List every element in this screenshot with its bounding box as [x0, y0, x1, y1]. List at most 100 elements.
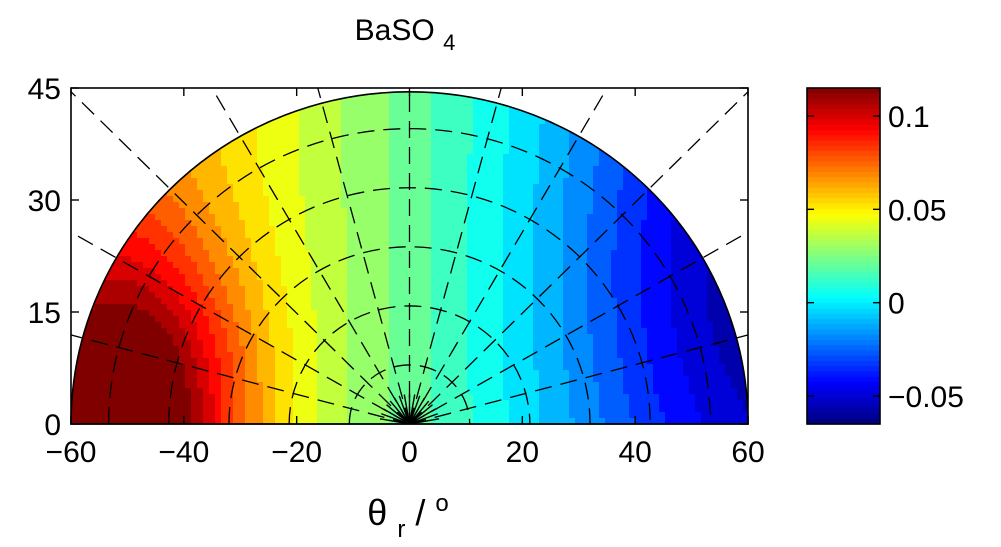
contour-cell — [101, 364, 108, 371]
contour-cell — [203, 268, 210, 275]
contour-cell — [497, 154, 504, 161]
contour-cell — [269, 418, 276, 425]
contour-cell — [95, 214, 102, 221]
contour-cell — [149, 358, 156, 365]
contour-cell — [347, 274, 354, 281]
contour-cell — [551, 154, 558, 161]
contour-cell — [299, 310, 306, 317]
contour-cell — [311, 94, 318, 101]
contour-cell — [503, 400, 510, 407]
contour-cell — [167, 298, 174, 305]
contour-cell — [311, 316, 318, 323]
contour-cell — [473, 136, 480, 143]
contour-cell — [437, 340, 444, 347]
contour-cell — [365, 172, 372, 179]
contour-cell — [95, 226, 102, 233]
contour-cell — [77, 91, 84, 95]
contour-cell — [95, 280, 102, 287]
contour-cell — [485, 202, 492, 209]
contour-cell — [119, 112, 126, 119]
contour-cell — [311, 178, 318, 185]
contour-cell — [71, 394, 78, 401]
contour-cell — [347, 208, 354, 215]
contour-cell — [599, 190, 606, 197]
contour-cell — [125, 274, 132, 281]
contour-cell — [365, 130, 372, 137]
contour-cell — [539, 316, 546, 323]
contour-cell — [467, 214, 474, 221]
contour-cell — [77, 256, 84, 263]
contour-cell — [71, 256, 78, 263]
contour-cell — [335, 334, 342, 341]
contour-cell — [317, 316, 324, 323]
contour-cell — [365, 238, 372, 245]
contour-cell — [197, 244, 204, 251]
contour-cell — [455, 160, 462, 167]
contour-cell — [95, 334, 102, 341]
contour-cell — [167, 136, 174, 143]
contour-cell — [491, 364, 498, 371]
contour-cell — [395, 274, 402, 281]
contour-cell — [425, 112, 432, 119]
contour-cell — [407, 376, 414, 383]
contour-cell — [107, 106, 114, 113]
contour-cell — [389, 340, 396, 347]
contour-cell — [515, 304, 522, 311]
contour-cell — [341, 316, 348, 323]
contour-cell — [503, 286, 510, 293]
contour-cell — [119, 184, 126, 191]
contour-cell — [347, 346, 354, 353]
contour-cell — [131, 136, 138, 143]
contour-cell — [599, 346, 606, 353]
contour-cell — [449, 142, 456, 149]
contour-cell — [599, 112, 606, 119]
contour-cell — [491, 298, 498, 305]
contour-cell — [485, 232, 492, 239]
contour-cell — [395, 388, 402, 395]
contour-cell — [77, 154, 84, 161]
contour-cell — [473, 91, 480, 95]
contour-cell — [347, 322, 354, 329]
contour-cell — [515, 292, 522, 299]
contour-cell — [143, 280, 150, 287]
contour-cell — [431, 154, 438, 161]
contour-cell — [449, 394, 456, 401]
contour-cell — [113, 112, 120, 119]
contour-cell — [395, 334, 402, 341]
contour-cell — [509, 358, 516, 365]
contour-cell — [539, 400, 546, 407]
contour-cell — [173, 250, 180, 257]
contour-cell — [71, 214, 78, 221]
contour-cell — [587, 328, 594, 335]
contour-cell — [197, 346, 204, 353]
contour-cell — [281, 130, 288, 137]
contour-cell — [125, 94, 132, 101]
contour-cell — [407, 334, 414, 341]
contour-cell — [353, 304, 360, 311]
contour-cell — [467, 412, 474, 419]
contour-cell — [239, 91, 246, 95]
contour-cell — [419, 106, 426, 113]
contour-cell — [323, 190, 330, 197]
contour-cell — [365, 118, 372, 125]
contour-cell — [443, 376, 450, 383]
contour-cell — [581, 286, 588, 293]
contour-cell — [599, 214, 606, 221]
contour-cell — [485, 328, 492, 335]
contour-cell — [275, 118, 282, 125]
contour-cell — [485, 160, 492, 167]
contour-cell — [101, 400, 108, 407]
contour-cell — [179, 232, 186, 239]
contour-cell — [71, 250, 78, 257]
contour-cell — [491, 214, 498, 221]
contour-cell — [359, 406, 366, 413]
contour-cell — [221, 154, 228, 161]
contour-cell — [323, 268, 330, 275]
contour-cell — [143, 298, 150, 305]
contour-cell — [431, 148, 438, 155]
contour-cell — [587, 220, 594, 227]
contour-cell — [179, 100, 186, 107]
contour-cell — [119, 250, 126, 257]
contour-cell — [257, 394, 264, 401]
contour-cell — [449, 328, 456, 335]
